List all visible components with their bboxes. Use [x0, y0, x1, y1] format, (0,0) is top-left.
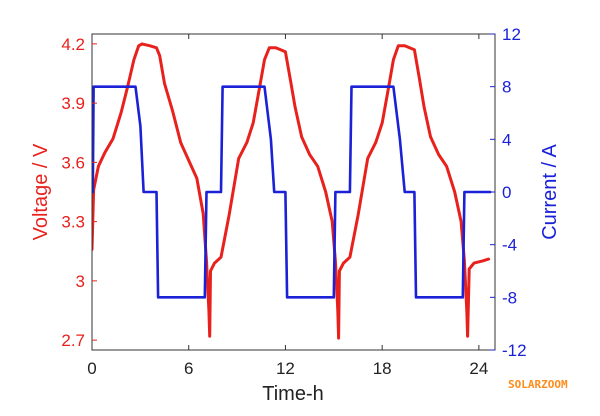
y-right-axis-title: Current / A	[539, 144, 561, 240]
x-axis-title: Time-h	[262, 383, 323, 405]
y-right-tick-label: 4	[502, 130, 511, 149]
x-tick-label: 24	[469, 359, 488, 378]
x-tick-label: 6	[184, 359, 193, 378]
x-tick-label: 0	[87, 359, 96, 378]
y-left-tick-label: 2.7	[61, 331, 85, 350]
x-tick-label: 18	[373, 359, 392, 378]
y-left-tick-label: 3	[76, 272, 85, 291]
watermark-text: SOLARZOOM	[508, 378, 568, 391]
series-line-current	[92, 85, 492, 299]
y-left-tick-label: 3.3	[61, 213, 85, 232]
y-right-tick-label: -8	[502, 288, 517, 307]
y-right-tick-label: 12	[502, 25, 521, 44]
y-right-tick-label: -12	[502, 341, 527, 360]
x-tick-label: 12	[276, 359, 295, 378]
series-line-voltage	[92, 42, 491, 340]
y-left-tick-label: 3.9	[61, 94, 85, 113]
y-left-tick-label: 4.2	[61, 35, 85, 54]
y-right-tick-label: 8	[502, 78, 511, 97]
y-right-tick-label: -4	[502, 236, 517, 255]
y-left-tick-label: 3.6	[61, 153, 85, 172]
y-right-tick-label: 0	[502, 183, 511, 202]
y-left-axis-title: Voltage / V	[30, 143, 52, 240]
